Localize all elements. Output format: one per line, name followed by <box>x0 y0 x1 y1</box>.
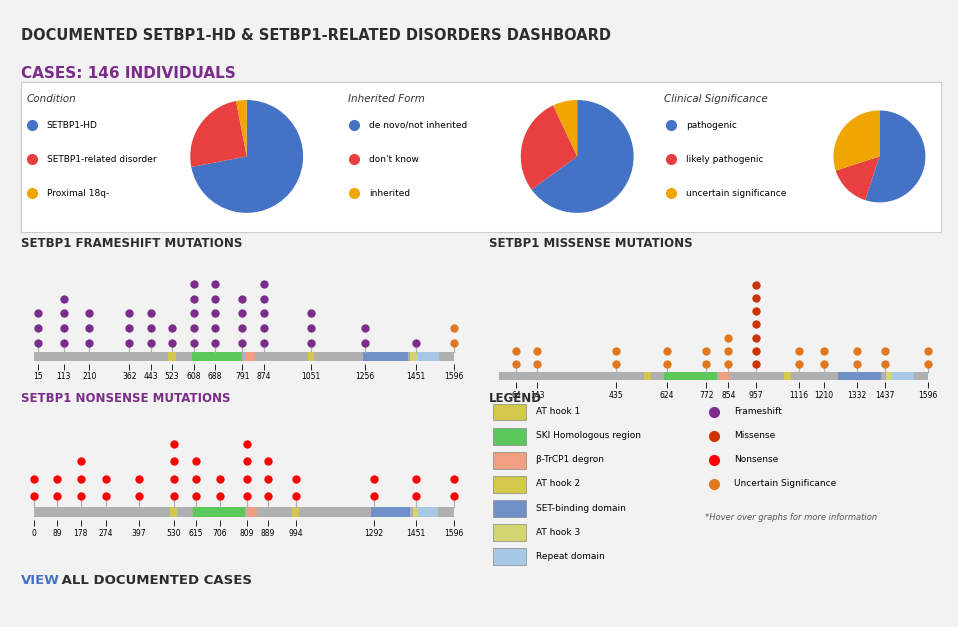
Wedge shape <box>191 101 246 167</box>
Text: Uncertain Significance: Uncertain Significance <box>734 480 836 488</box>
Bar <box>171 507 177 517</box>
Bar <box>664 372 717 380</box>
FancyBboxPatch shape <box>493 548 526 565</box>
Bar <box>308 352 314 361</box>
FancyBboxPatch shape <box>493 451 526 469</box>
Text: uncertain significance: uncertain significance <box>686 189 787 198</box>
Text: SETBP1-HD: SETBP1-HD <box>47 121 98 130</box>
Wedge shape <box>532 100 633 213</box>
Wedge shape <box>865 110 925 203</box>
Text: SETBP1-related disorder: SETBP1-related disorder <box>47 155 156 164</box>
Text: SETBP1 FRAMESHIFT MUTATIONS: SETBP1 FRAMESHIFT MUTATIONS <box>21 237 242 250</box>
Bar <box>410 352 417 361</box>
Text: SET-binding domain: SET-binding domain <box>536 503 626 512</box>
Text: AT hook 2: AT hook 2 <box>536 480 580 488</box>
Text: ALL DOCUMENTED CASES: ALL DOCUMENTED CASES <box>57 574 253 587</box>
Bar <box>784 372 790 380</box>
Bar <box>192 352 242 361</box>
Text: Condition: Condition <box>27 95 77 104</box>
Bar <box>892 372 914 380</box>
Bar <box>499 372 928 380</box>
FancyBboxPatch shape <box>493 524 526 541</box>
Text: pathogenic: pathogenic <box>686 121 738 130</box>
Text: VIEW: VIEW <box>21 574 60 587</box>
Bar <box>34 352 454 361</box>
Text: Proximal 18q-: Proximal 18q- <box>47 189 109 198</box>
Bar <box>247 507 257 517</box>
Bar <box>644 372 650 380</box>
Bar <box>244 352 255 361</box>
Text: Clinical Significance: Clinical Significance <box>664 95 768 104</box>
Text: de novo/not inherited: de novo/not inherited <box>369 121 467 130</box>
Bar <box>363 352 408 361</box>
Text: Missense: Missense <box>734 431 775 440</box>
Text: SETBP1 MISSENSE MUTATIONS: SETBP1 MISSENSE MUTATIONS <box>489 237 693 250</box>
FancyBboxPatch shape <box>493 500 526 517</box>
Text: AT hook 1: AT hook 1 <box>536 407 581 416</box>
Text: CASES: 146 INDIVIDUALS: CASES: 146 INDIVIDUALS <box>21 66 236 81</box>
Text: SKI Homologous region: SKI Homologous region <box>536 431 641 440</box>
Text: AT hook 3: AT hook 3 <box>536 528 581 537</box>
Wedge shape <box>192 100 303 213</box>
Text: SETBP1 NONSENSE MUTATIONS: SETBP1 NONSENSE MUTATIONS <box>21 392 231 405</box>
Text: likely pathogenic: likely pathogenic <box>686 155 764 164</box>
Bar <box>837 372 880 380</box>
Text: *Hover over graphs for more information: *Hover over graphs for more information <box>705 512 877 522</box>
Wedge shape <box>833 110 879 171</box>
Bar <box>371 507 410 517</box>
Wedge shape <box>521 105 577 189</box>
Bar <box>417 352 440 361</box>
Bar <box>194 507 244 517</box>
FancyBboxPatch shape <box>493 476 526 493</box>
Text: LEGEND: LEGEND <box>489 392 541 405</box>
Bar <box>292 507 299 517</box>
Text: don't know: don't know <box>369 155 419 164</box>
Text: Frameshift: Frameshift <box>734 407 782 416</box>
Bar <box>886 372 892 380</box>
Text: DOCUMENTED SETBP1-HD & SETBP1-RELATED DISORDERS DASHBOARD: DOCUMENTED SETBP1-HD & SETBP1-RELATED DI… <box>21 28 611 43</box>
Text: Repeat domain: Repeat domain <box>536 552 604 561</box>
Text: inherited: inherited <box>369 189 410 198</box>
FancyBboxPatch shape <box>493 404 526 421</box>
Bar <box>719 372 730 380</box>
Wedge shape <box>835 157 879 200</box>
Wedge shape <box>553 100 577 157</box>
Text: β-TrCP1 degron: β-TrCP1 degron <box>536 455 604 465</box>
Text: Nonsense: Nonsense <box>734 455 778 465</box>
Bar <box>34 507 454 517</box>
Bar <box>413 507 419 517</box>
Wedge shape <box>236 100 247 157</box>
Bar <box>419 507 438 517</box>
FancyBboxPatch shape <box>493 428 526 445</box>
Text: Inherited Form: Inherited Form <box>348 95 424 104</box>
Bar <box>169 352 176 361</box>
